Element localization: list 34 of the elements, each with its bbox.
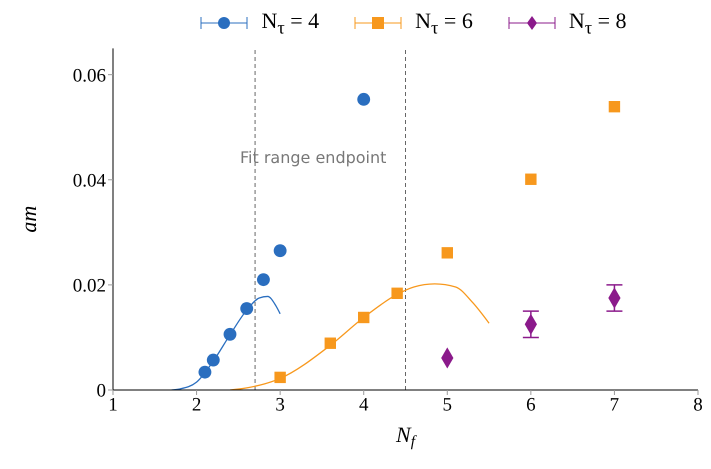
point	[198, 366, 212, 379]
point	[391, 288, 403, 299]
y-tick-label: 0.04	[72, 170, 106, 192]
legend-label: N$_{τ}$ = 6	[415, 8, 473, 38]
x-tick-label: 8	[693, 394, 703, 416]
x-axis-title: N$_{f}$	[395, 422, 418, 450]
x-tick-label: 1	[108, 394, 118, 416]
x-tick-label: 3	[275, 394, 285, 416]
point	[274, 372, 286, 384]
line-series	[229, 283, 490, 390]
x-tick-label: 6	[526, 394, 536, 416]
annotation: Fit range endpoint	[240, 148, 386, 167]
point	[256, 273, 270, 286]
point	[357, 92, 370, 106]
legend-label: N$_{τ}$ = 4	[261, 8, 320, 38]
point	[274, 244, 287, 258]
line-series	[170, 296, 281, 390]
y-tick-label: 0.06	[72, 65, 106, 86]
x-tick-label: 2	[192, 394, 202, 416]
point	[442, 247, 453, 259]
point	[224, 328, 236, 341]
legend-label: N$_{τ}$ = 8	[568, 8, 627, 38]
x-tick-label: 5	[442, 394, 452, 416]
point	[525, 174, 537, 185]
point	[608, 101, 620, 112]
y-tick-label: 0.02	[72, 276, 106, 297]
y-tick-label: 0	[96, 380, 106, 402]
point	[240, 302, 254, 315]
x-tick-label: 7	[610, 394, 620, 416]
x-tick-label: 4	[358, 394, 369, 416]
point	[358, 312, 370, 324]
point	[206, 354, 220, 366]
point	[324, 338, 336, 349]
y-axis-title: am	[16, 206, 41, 233]
